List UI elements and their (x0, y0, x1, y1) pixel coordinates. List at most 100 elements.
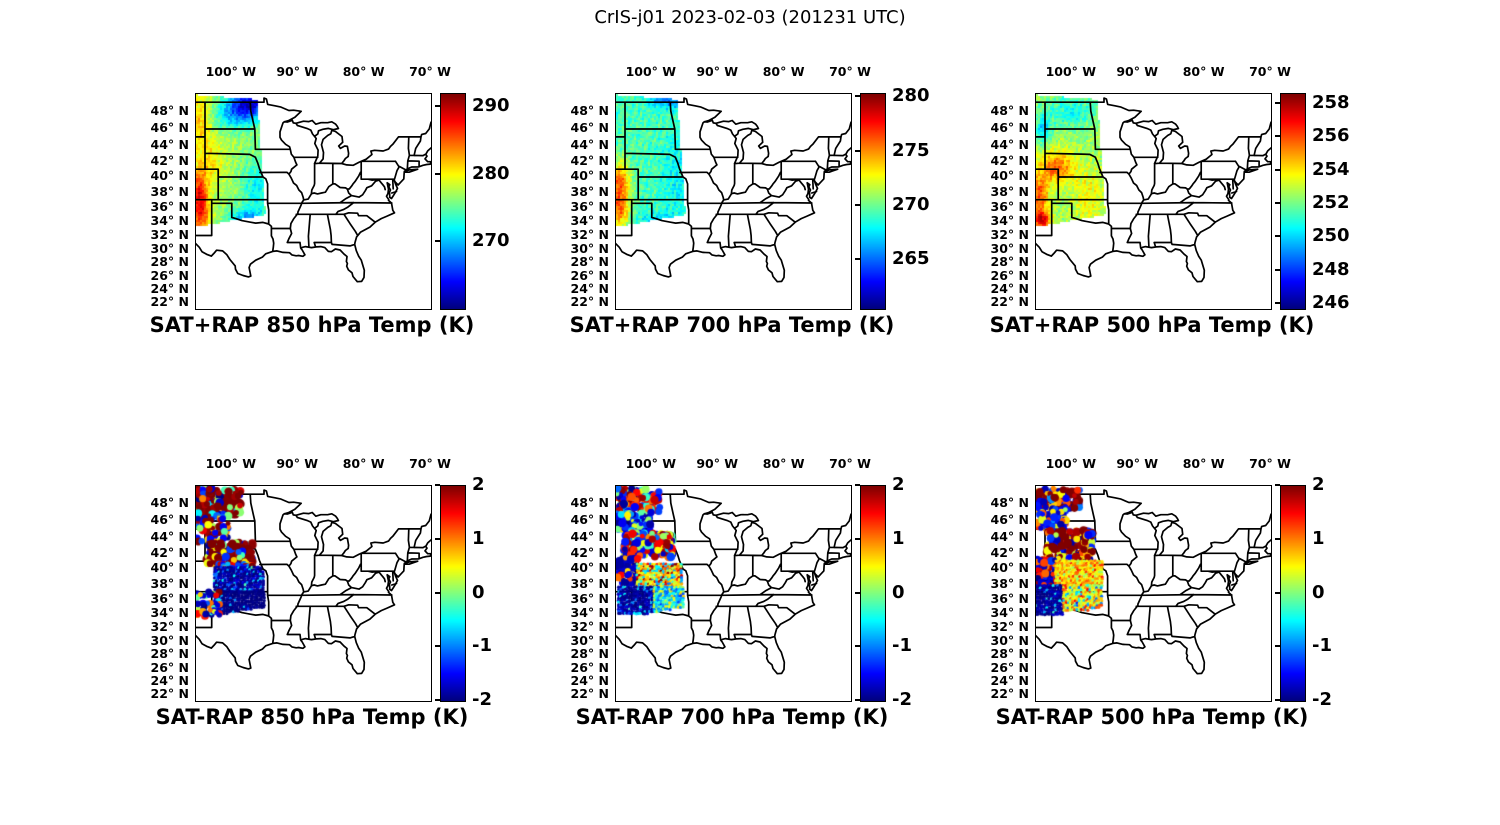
colorbar-tick (855, 645, 860, 648)
us-states-map (616, 97, 851, 283)
lon-tick-label: 80° W (1182, 64, 1225, 79)
colorbar-gradient (861, 94, 885, 309)
colorbar-tick-label: 258 (1312, 92, 1350, 113)
colorbar-tick (435, 645, 440, 648)
lat-tick-label: 46° N (990, 511, 1029, 527)
colorbar-tick-label: -1 (1312, 635, 1332, 657)
lon-tick-label: 90° W (696, 456, 739, 471)
map-sat-minus-rap-850 (195, 485, 432, 702)
panel-caption: SAT-RAP 500 hPa Temp (K) (995, 705, 1309, 729)
lat-tick-label: 26° N (570, 267, 609, 283)
colorbar-tick (435, 484, 440, 486)
map-sat-plus-rap-700 (615, 93, 852, 310)
colorbar-tick-label: 1 (472, 527, 485, 549)
colorbar-tick-label: 2 (472, 474, 485, 495)
map-sat-minus-rap-500 (1035, 485, 1272, 702)
panel-sat-minus-rap-700: SAT-RAP 700 hPa Temp (K) 100° W 90° W 80° … (535, 443, 965, 753)
lat-tick-label: 38° N (570, 575, 609, 591)
panel-caption: SAT+RAP 700 hPa Temp (K) (569, 313, 895, 337)
lat-tick-label: 46° N (150, 511, 189, 527)
lat-tick-label: 36° N (570, 590, 609, 606)
lat-tick-label: 36° N (150, 590, 189, 606)
colorbar-gradient (861, 486, 885, 701)
lat-tick-label: 42° N (150, 152, 189, 168)
lat-tick-label: 38° N (990, 575, 1029, 591)
lat-tick-label: 32° N (990, 227, 1029, 243)
lat-tick-label: 42° N (570, 152, 609, 168)
colorbar-sat-plus-rap-500 (1280, 93, 1306, 310)
colorbar-tick-label: 275 (892, 139, 930, 161)
colorbar-sat-minus-rap-500 (1280, 485, 1306, 702)
colorbar-tick (1275, 645, 1280, 648)
lat-tick-label: 26° N (990, 267, 1029, 283)
lon-tick-label: 100° W (205, 64, 257, 79)
lat-tick-label: 30° N (570, 632, 609, 648)
lat-tick-label: 34° N (570, 212, 609, 228)
colorbar-tick (435, 537, 440, 540)
lat-tick-label: 32° N (570, 619, 609, 635)
lat-tick-label: 42° N (150, 544, 189, 560)
colorbar-tick (855, 95, 860, 98)
lat-tick-label: 36° N (990, 198, 1029, 214)
colorbar-tick (855, 537, 860, 540)
colorbar-tick-label: -1 (472, 635, 492, 657)
lat-tick-label: 24° N (150, 672, 189, 688)
colorbar-tick-label: -2 (472, 689, 492, 710)
lon-tick-label: 100° W (205, 456, 257, 471)
colorbar-tick-label: 252 (1312, 192, 1350, 213)
panel-caption: SAT+RAP 500 hPa Temp (K) (989, 313, 1315, 337)
lat-tick-label: 46° N (990, 119, 1029, 135)
lon-tick-label: 80° W (342, 456, 385, 471)
lat-tick-label: 46° N (570, 119, 609, 135)
lat-tick-label: 48° N (570, 494, 609, 510)
lat-tick-label: 42° N (990, 152, 1029, 168)
colorbar-sat-plus-rap-700 (860, 93, 886, 310)
lat-tick-label: 48° N (150, 102, 189, 118)
lon-tick-label: 70° W (829, 64, 871, 79)
lat-tick-label: 40° N (150, 560, 189, 576)
lat-tick-label: 48° N (570, 102, 609, 118)
colorbar-sat-minus-rap-700 (860, 485, 886, 702)
lat-tick-label: 34° N (150, 604, 189, 620)
colorbar-gradient (441, 486, 465, 701)
panel-caption: SAT+RAP 850 hPa Temp (K) (149, 313, 475, 337)
colorbar-tick (1275, 268, 1280, 271)
colorbar-tick (435, 105, 440, 108)
data-layer-canvas (616, 486, 851, 701)
colorbar-tick-label: 2 (892, 474, 905, 495)
colorbar-tick (1275, 484, 1280, 486)
colorbar-tick (1275, 235, 1280, 238)
lat-tick-label: 32° N (990, 619, 1029, 635)
lat-tick-label: 24° N (150, 280, 189, 296)
colorbar-tick-label: 254 (1312, 158, 1350, 180)
lat-tick-label: 28° N (570, 646, 609, 662)
lat-tick-label: 48° N (990, 102, 1029, 118)
colorbar-tick-label: 280 (892, 85, 930, 107)
colorbar-tick (855, 203, 860, 206)
colorbar-tick (1275, 302, 1280, 304)
lat-tick-label: 24° N (990, 280, 1029, 296)
lat-tick-label: 44° N (990, 136, 1029, 152)
colorbar-tick-label: 270 (892, 193, 930, 215)
map-sat-minus-rap-700 (615, 485, 852, 702)
lat-tick-label: 36° N (570, 198, 609, 214)
lat-tick-label: 48° N (990, 494, 1029, 510)
colorbar-tick (1275, 591, 1280, 594)
colorbar-tick (1275, 699, 1280, 701)
lon-tick-label: 80° W (762, 456, 805, 471)
lat-tick-label: 34° N (990, 212, 1029, 228)
colorbar-tick (435, 239, 440, 242)
panel-caption: SAT-RAP 700 hPa Temp (K) (575, 705, 889, 729)
lat-tick-label: 48° N (150, 494, 189, 510)
lat-tick-label: 40° N (570, 168, 609, 184)
panel-sat-minus-rap-500: SAT-RAP 500 hPa Temp (K) 100° W 90° W 80° … (955, 443, 1385, 753)
lat-tick-label: 22° N (570, 293, 609, 309)
colorbar-tick-label: 256 (1312, 125, 1350, 147)
colorbar-tick-label: 248 (1312, 258, 1350, 280)
lat-tick-label: 30° N (990, 632, 1029, 648)
lon-tick-label: 90° W (276, 456, 319, 471)
panel-sat-plus-rap-850: SAT+RAP 850 hPa Temp (K) 100° W 90° W 80° … (115, 51, 545, 361)
data-layer-canvas (196, 486, 431, 701)
lat-tick-label: 30° N (570, 240, 609, 256)
colorbar-tick-label: 2 (1312, 474, 1325, 495)
